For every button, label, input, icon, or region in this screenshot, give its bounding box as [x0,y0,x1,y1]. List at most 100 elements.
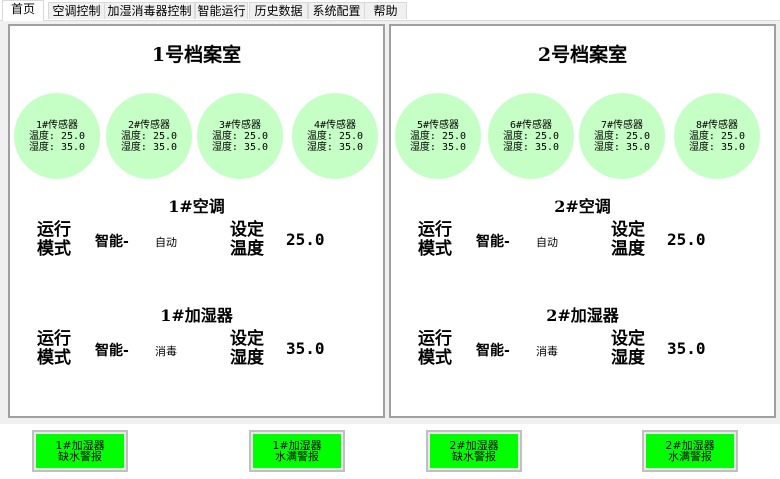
room-panel: 1号档案室 1#传感器 温度: 25.0 湿度: 35.0 2#传感器 温度: … [8,24,385,418]
setpoint-label-line: 湿度 [611,348,645,368]
alarm-device: 2#加湿器 [449,439,499,452]
mode-value: 自动 [536,236,558,249]
tab-history[interactable]: 历史数据 [249,2,308,19]
sensor-humidity: 湿度: 35.0 [409,141,467,153]
mode-label: 运行 模式 [37,221,77,259]
sensor-name: 2#传感器 [127,119,171,131]
alarm-face[interactable]: 1#加湿器 缺水警报 [36,434,124,468]
mode-label-line: 运行 [37,329,71,349]
alarm-text: 水满警报 [668,450,712,463]
setpoint-label-line: 温度 [230,239,264,259]
sensor-indicator: 3#传感器 温度: 25.0 湿度: 35.0 [197,93,283,179]
sensor-humidity: 湿度: 35.0 [120,141,178,153]
alarm-text: 水满警报 [275,450,319,463]
mode-label: 运行 模式 [418,330,458,368]
setpoint-value: 25.0 [667,230,706,249]
mode-value: 自动 [155,236,177,249]
mode-label-line: 运行 [418,329,452,349]
setpoint-label: 设定 温度 [230,221,270,259]
sensor-temp: 温度: 25.0 [211,130,269,142]
setpoint-label-line: 湿度 [230,348,264,368]
alarm-device: 1#加湿器 [272,439,322,452]
setpoint-label-line: 设定 [230,220,264,240]
setpoint-label-line: 温度 [611,239,645,259]
sensor-temp: 温度: 25.0 [409,130,467,142]
ac-title: 1#空调 [168,197,225,216]
mode-text: 智能- [95,343,129,359]
sensor-name: 7#传感器 [600,119,644,131]
mode-text: 智能- [95,234,129,250]
mode-label-line: 模式 [37,239,71,259]
mode-label: 运行 模式 [37,330,77,368]
sensor-name: 1#传感器 [35,119,79,131]
hum-title: 2#加湿器 [546,306,619,325]
sensor-temp: 温度: 25.0 [120,130,178,142]
sensor-indicator: 6#传感器 温度: 25.0 湿度: 35.0 [488,93,574,179]
mode-value: 消毒 [155,345,177,358]
mode-label: 运行 模式 [418,221,458,259]
alarm-face[interactable]: 1#加湿器 水满警报 [253,434,341,468]
sensor-humidity: 湿度: 35.0 [211,141,269,153]
tab-system-config[interactable]: 系统配置 [308,2,365,19]
humidifier1-full-water-alarm[interactable]: 1#加湿器 水满警报 [249,430,345,472]
mode-label-line: 运行 [418,220,452,240]
hum-title: 1#加湿器 [160,306,233,325]
mode-text: 智能- [476,234,510,250]
sensor-name: 3#传感器 [218,119,262,131]
alarm-face[interactable]: 2#加湿器 缺水警报 [430,434,518,468]
sensor-humidity: 湿度: 35.0 [502,141,560,153]
setpoint-label: 设定 温度 [611,221,651,259]
alarm-device: 1#加湿器 [55,439,105,452]
mode-value: 消毒 [536,345,558,358]
sensor-indicator: 2#传感器 温度: 25.0 湿度: 35.0 [106,93,192,179]
sensor-indicator: 4#传感器 温度: 25.0 湿度: 35.0 [292,93,378,179]
sensor-name: 8#传感器 [695,119,739,131]
sensor-indicator: 1#传感器 温度: 25.0 湿度: 35.0 [14,93,100,179]
setpoint-label-line: 设定 [611,329,645,349]
sensor-temp: 温度: 25.0 [306,130,364,142]
sensor-humidity: 湿度: 35.0 [306,141,364,153]
tab-humidifier-control[interactable]: 加湿消毒器控制 [104,2,195,19]
room-title: 1号档案室 [151,44,242,66]
sensor-indicator: 5#传感器 温度: 25.0 湿度: 35.0 [395,93,481,179]
mode-label-line: 运行 [37,220,71,240]
setpoint-label-line: 设定 [611,220,645,240]
home-content: 1号档案室 1#传感器 温度: 25.0 湿度: 35.0 2#传感器 温度: … [0,20,780,424]
sensor-temp: 温度: 25.0 [28,130,86,142]
sensor-temp: 温度: 25.0 [502,130,560,142]
alarm-text: 缺水警报 [452,450,496,463]
tab-smart-run[interactable]: 智能运行 [195,2,248,19]
ac-title: 2#空调 [554,197,611,216]
tab-ac-control[interactable]: 空调控制 [48,2,105,19]
humidifier2-low-water-alarm[interactable]: 2#加湿器 缺水警报 [426,430,522,472]
sensor-name: 6#传感器 [509,119,553,131]
tab-help[interactable]: 帮助 [364,2,407,19]
alarm-face[interactable]: 2#加湿器 水满警报 [646,434,734,468]
mode-label-line: 模式 [418,239,452,259]
alarm-device: 2#加湿器 [665,439,715,452]
setpoint-value: 35.0 [667,339,706,358]
sensor-name: 4#传感器 [313,119,357,131]
sensor-humidity: 湿度: 35.0 [28,141,86,153]
tab-bar: 首页 空调控制 加湿消毒器控制 智能运行 历史数据 系统配置 帮助 [0,0,780,21]
setpoint-value: 25.0 [286,230,325,249]
setpoint-label: 设定 湿度 [611,330,651,368]
humidifier1-low-water-alarm[interactable]: 1#加湿器 缺水警报 [32,430,128,472]
humidifier2-full-water-alarm[interactable]: 2#加湿器 水满警报 [642,430,738,472]
alarm-text: 缺水警报 [58,450,102,463]
room-title: 2号档案室 [537,44,628,66]
mode-label-line: 模式 [418,348,452,368]
sensor-humidity: 湿度: 35.0 [688,141,746,153]
tab-home[interactable]: 首页 [2,0,44,21]
setpoint-value: 35.0 [286,339,325,358]
sensor-temp: 温度: 25.0 [593,130,651,142]
sensor-humidity: 湿度: 35.0 [593,141,651,153]
sensor-indicator: 8#传感器 温度: 25.0 湿度: 35.0 [674,93,760,179]
setpoint-label-line: 设定 [230,329,264,349]
room-panel: 2号档案室 5#传感器 温度: 25.0 湿度: 35.0 6#传感器 温度: … [389,24,776,418]
sensor-temp: 温度: 25.0 [688,130,746,142]
sensor-indicator: 7#传感器 温度: 25.0 湿度: 35.0 [579,93,665,179]
sensor-name: 5#传感器 [416,119,460,131]
mode-text: 智能- [476,343,510,359]
mode-label-line: 模式 [37,348,71,368]
